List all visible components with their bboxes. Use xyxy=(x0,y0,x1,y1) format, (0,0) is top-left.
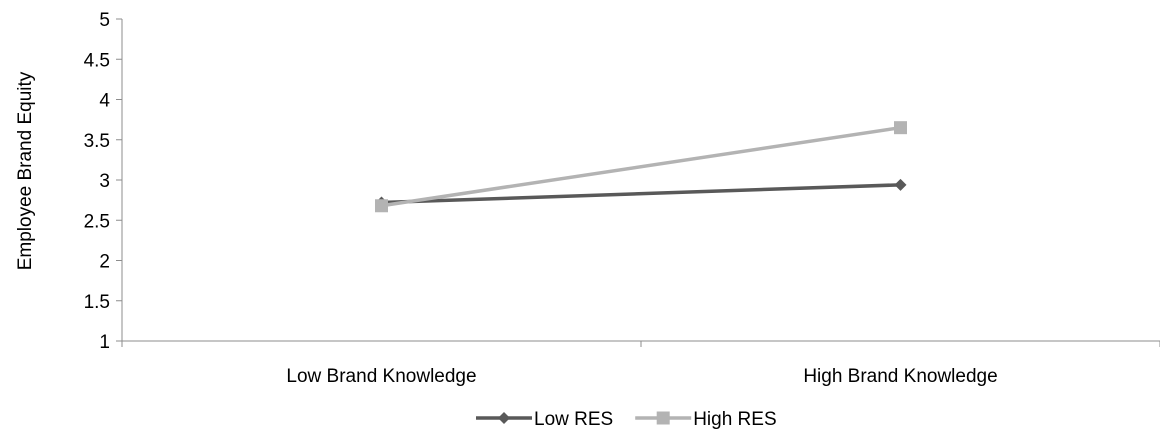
legend-item: High RES xyxy=(635,409,777,430)
y-tick-label: 4.5 xyxy=(84,50,110,71)
data-point xyxy=(894,121,907,135)
series-high-res xyxy=(375,121,907,213)
series-layer xyxy=(375,121,907,213)
x-tick-label: High Brand Knowledge xyxy=(803,366,997,387)
legend-marker xyxy=(656,411,670,425)
y-tick-label: 4 xyxy=(99,91,110,112)
y-tick-label: 1 xyxy=(99,332,110,353)
y-tick-label: 5 xyxy=(99,10,110,31)
legend-marker xyxy=(498,412,510,424)
y-tick-label: 2 xyxy=(99,252,110,273)
y-tick-label: 1.5 xyxy=(84,292,110,313)
series-line xyxy=(381,183,901,205)
axes: 1 1.5 2 2.5 3 3.5 4 4.5 5 Low Brand Knowledge High… xyxy=(84,10,1160,387)
x-tick-label: Low Brand Knowledge xyxy=(286,366,476,387)
legend-label: High RES xyxy=(693,409,776,430)
y-tick-label: 2.5 xyxy=(84,211,110,232)
data-point xyxy=(894,178,907,191)
series-line xyxy=(381,125,901,208)
y-axis-title: Employee Brand Equity xyxy=(15,71,36,270)
data-point xyxy=(375,199,388,213)
legend-label: Low RES xyxy=(534,409,613,430)
y-tick-label: 3 xyxy=(99,171,110,192)
legend: Low RES High RES xyxy=(476,409,777,430)
legend-item: Low RES xyxy=(476,409,613,430)
y-tick-label: 3.5 xyxy=(84,131,110,152)
